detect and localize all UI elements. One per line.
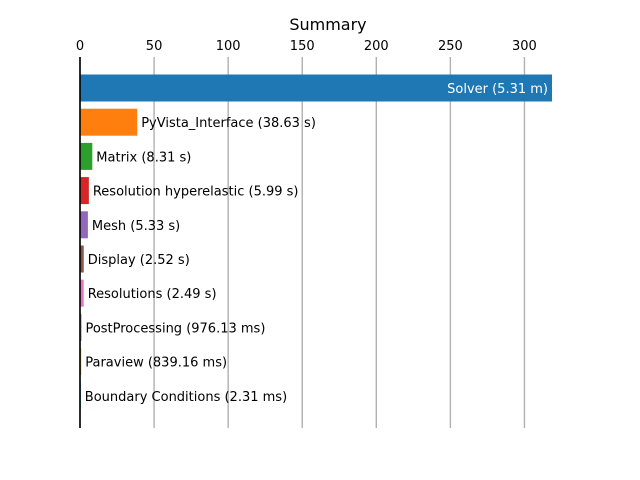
x-tick-label: 300 xyxy=(512,39,537,54)
bar xyxy=(80,245,84,273)
x-tick-label: 150 xyxy=(290,39,315,54)
bar-label: Boundary Conditions (2.31 ms) xyxy=(85,390,287,405)
bar-label: Resolution hyperelastic (5.99 s) xyxy=(93,185,299,200)
bar-label: Solver (5.31 m) xyxy=(447,82,548,97)
x-tick-label: 250 xyxy=(438,39,463,54)
grid-lines xyxy=(79,57,526,428)
bar xyxy=(80,108,138,136)
bar xyxy=(80,74,552,102)
bar-label: Resolutions (2.49 s) xyxy=(88,287,217,302)
x-tick-label: 50 xyxy=(146,39,163,54)
bars xyxy=(80,74,552,410)
x-axis-ticks: 0 50 100 150 200 250 300 xyxy=(76,39,537,54)
x-tick-label: 200 xyxy=(364,39,389,54)
bar xyxy=(80,279,84,307)
chart-title: Summary xyxy=(289,15,366,34)
bar-label: PostProcessing (976.13 ms) xyxy=(85,321,265,336)
bar-label: Display (2.52 s) xyxy=(88,253,190,268)
bar xyxy=(80,177,89,205)
bar-label: Paraview (839.16 ms) xyxy=(85,356,227,371)
x-tick-label: 100 xyxy=(216,39,241,54)
bar-labels: Solver (5.31 m) PyVista_Interface (38.63 … xyxy=(85,82,548,405)
bar xyxy=(80,142,93,170)
x-tick-label: 0 xyxy=(76,39,84,54)
bar xyxy=(80,211,88,239)
bar-label: PyVista_Interface (38.63 s) xyxy=(141,116,316,131)
bar-label: Matrix (8.31 s) xyxy=(96,150,191,165)
bar-label: Mesh (5.33 s) xyxy=(92,219,180,234)
